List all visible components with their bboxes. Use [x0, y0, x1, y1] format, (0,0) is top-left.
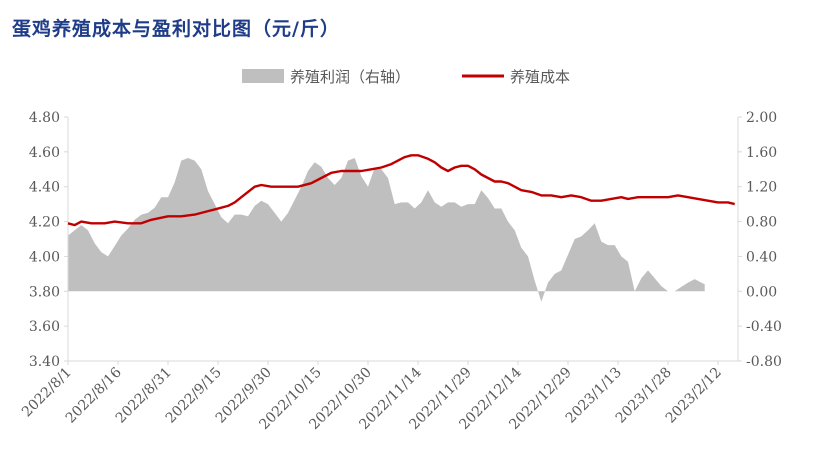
left-tick-label: 4.40	[29, 180, 60, 196]
legend-label-cost: 养殖成本	[510, 68, 570, 86]
left-tick-label: 4.80	[29, 110, 60, 126]
profit-area-layer	[68, 158, 705, 302]
axes	[67, 117, 739, 362]
x-axis-ticks: 2022/8/12022/8/162022/8/312022/9/152022/…	[19, 361, 725, 433]
right-axis-ticks: 2.00 1.60 1.20 0.80 0.40 0.00 -0.40 -0.80	[738, 110, 782, 370]
left-tick-label: 4.60	[29, 145, 60, 161]
left-tick-label: 4.20	[29, 215, 60, 231]
right-tick-label: 0.40	[746, 249, 777, 265]
legend-swatch-profit	[242, 69, 284, 83]
right-tick-label: 1.20	[746, 180, 777, 196]
left-axis-ticks: 4.80 4.60 4.40 4.20 4.00 3.80 3.60 3.40	[29, 110, 68, 370]
legend: 养殖利润（右轴） 养殖成本	[242, 68, 570, 86]
left-tick-label: 4.00	[29, 249, 60, 265]
right-tick-label: -0.80	[746, 354, 782, 370]
legend-label-profit: 养殖利润（右轴）	[290, 68, 410, 86]
right-tick-label: 0.80	[746, 215, 777, 231]
cost-line-layer	[67, 154, 735, 227]
cost-line	[67, 154, 735, 227]
right-tick-label: 2.00	[746, 110, 777, 126]
left-tick-label: 3.60	[29, 319, 60, 335]
right-tick-label: -0.40	[746, 319, 782, 335]
chart-title: 蛋鸡养殖成本与盈利对比图（元/斤）	[12, 18, 340, 40]
profit-area	[68, 158, 705, 302]
right-tick-label: 1.60	[746, 145, 777, 161]
right-tick-label: 0.00	[746, 284, 777, 300]
left-tick-label: 3.40	[29, 354, 60, 370]
left-tick-label: 3.80	[29, 284, 60, 300]
